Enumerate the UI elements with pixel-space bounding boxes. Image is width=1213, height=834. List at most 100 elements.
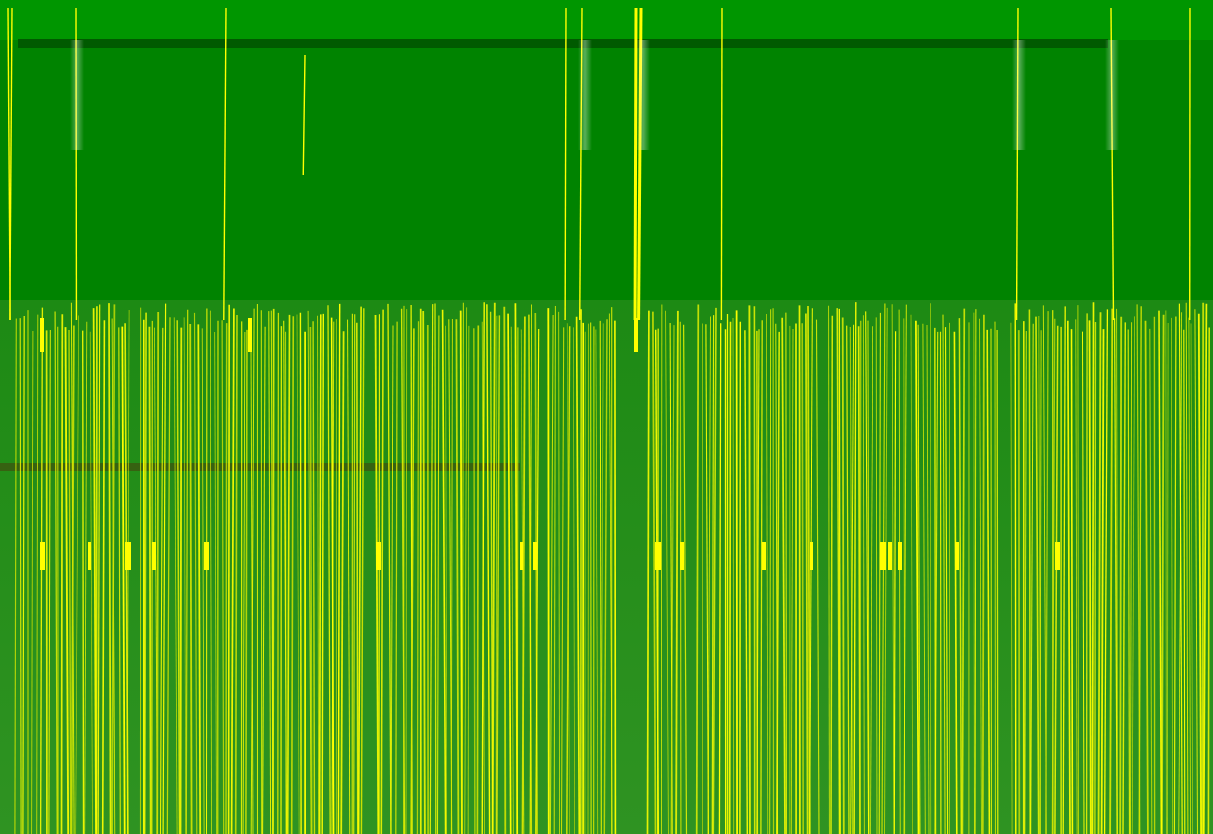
wave-line-26 <box>111 304 116 834</box>
wave-line-296 <box>1131 316 1135 834</box>
wave-line-97 <box>374 314 380 834</box>
waveform-lines <box>7 7 1210 834</box>
glow-strip-4 <box>1105 40 1119 150</box>
wave-line-130 <box>491 302 496 834</box>
wave-line-11 <box>60 314 64 834</box>
wave-line-289 <box>1109 308 1114 834</box>
wave-line-139 <box>521 316 526 834</box>
wave-line-122 <box>464 307 468 834</box>
spike-line-5 <box>564 7 567 321</box>
wave-line-255 <box>981 314 985 834</box>
wave-line-42 <box>176 320 181 834</box>
wave-line-166 <box>646 310 650 834</box>
top-band <box>0 0 1213 40</box>
wave-line-174 <box>675 310 679 834</box>
wave-line-246 <box>944 327 949 834</box>
wave-line-45 <box>185 309 189 834</box>
wave-line-228 <box>878 312 881 834</box>
wave-line-89 <box>337 303 341 834</box>
wave-line-306 <box>1170 317 1173 834</box>
wave-line-267 <box>1035 316 1040 834</box>
wave-line-22 <box>97 304 101 834</box>
wave-line-156 <box>587 323 589 834</box>
wave-line-318 <box>1207 327 1210 834</box>
wave-line-21 <box>95 306 98 834</box>
wave-line-238 <box>917 324 921 834</box>
wave-line-177 <box>695 304 700 834</box>
wave-line-307 <box>1173 316 1177 834</box>
wave-line-207 <box>801 323 805 834</box>
wave-line-37 <box>156 311 160 834</box>
wave-line-186 <box>728 321 732 834</box>
wave-line-9 <box>54 311 58 834</box>
glow-strip-2 <box>636 40 650 150</box>
wave-line-133 <box>503 306 507 834</box>
wave-line-226 <box>870 326 874 834</box>
wave-line-190 <box>744 330 749 834</box>
wave-line-196 <box>766 313 769 834</box>
wave-line-313 <box>1190 323 1193 834</box>
wave-line-47 <box>193 312 198 834</box>
wave-line-219 <box>850 324 855 834</box>
wave-line-19 <box>89 331 93 834</box>
wave-line-215 <box>838 308 841 834</box>
wave-line-211 <box>815 319 820 834</box>
wave-line-95 <box>357 306 362 834</box>
wave-line-310 <box>1183 329 1186 834</box>
wave-line-39 <box>162 303 167 834</box>
wave-line-239 <box>922 323 926 834</box>
wave-line-135 <box>510 326 514 834</box>
wave-line-131 <box>495 315 498 834</box>
wave-line-167 <box>652 311 657 834</box>
wave-line-187 <box>732 317 735 834</box>
wave-line-93 <box>353 314 356 834</box>
wave-line-305 <box>1167 322 1169 834</box>
wave-line-74 <box>286 314 291 834</box>
highlight-block-0 <box>40 542 45 570</box>
wave-line-240 <box>926 324 930 834</box>
spike-line-9 <box>720 7 723 321</box>
wave-line-114 <box>436 315 440 834</box>
highlight-block-11 <box>810 542 813 570</box>
wave-line-161 <box>600 323 604 834</box>
wave-line-151 <box>573 327 575 834</box>
wave-line-191 <box>748 305 751 834</box>
wave-line-298 <box>1138 306 1142 834</box>
wave-line-294 <box>1127 329 1131 834</box>
wave-line-312 <box>1188 317 1191 834</box>
wave-line-216 <box>841 317 845 834</box>
wave-line-299 <box>1144 320 1149 834</box>
wave-line-277 <box>1066 320 1071 834</box>
wave-line-223 <box>862 315 865 834</box>
wave-line-116 <box>445 325 447 834</box>
wave-line-101 <box>390 325 394 834</box>
wave-line-236 <box>910 314 914 834</box>
glow-strip-1 <box>578 40 592 150</box>
wave-line-266 <box>1030 323 1034 834</box>
highlight-block-5 <box>376 542 381 570</box>
wave-line-134 <box>507 313 512 834</box>
wave-line-82 <box>317 315 320 834</box>
wave-line-170 <box>661 304 663 834</box>
wave-line-113 <box>434 303 437 834</box>
wave-line-6 <box>39 307 44 834</box>
highlight-block-1 <box>88 542 91 570</box>
wave-line-300 <box>1149 328 1153 834</box>
wave-line-265 <box>1028 309 1031 834</box>
wave-line-271 <box>1045 311 1049 834</box>
wave-line-13 <box>68 329 72 834</box>
highlight-block-2 <box>125 542 131 570</box>
highlight-blocks <box>40 318 1060 570</box>
wave-line-91 <box>347 319 351 834</box>
wave-line-214 <box>836 308 841 834</box>
wave-line-256 <box>986 329 991 834</box>
wave-line-218 <box>849 326 854 834</box>
wave-line-213 <box>830 315 834 834</box>
wave-line-108 <box>416 321 420 834</box>
wave-line-152 <box>575 316 581 834</box>
wave-line-0 <box>14 318 17 834</box>
highlight-block-9 <box>680 542 684 570</box>
wave-line-124 <box>473 328 476 834</box>
wave-line-232 <box>893 331 897 834</box>
wave-line-182 <box>712 307 717 834</box>
